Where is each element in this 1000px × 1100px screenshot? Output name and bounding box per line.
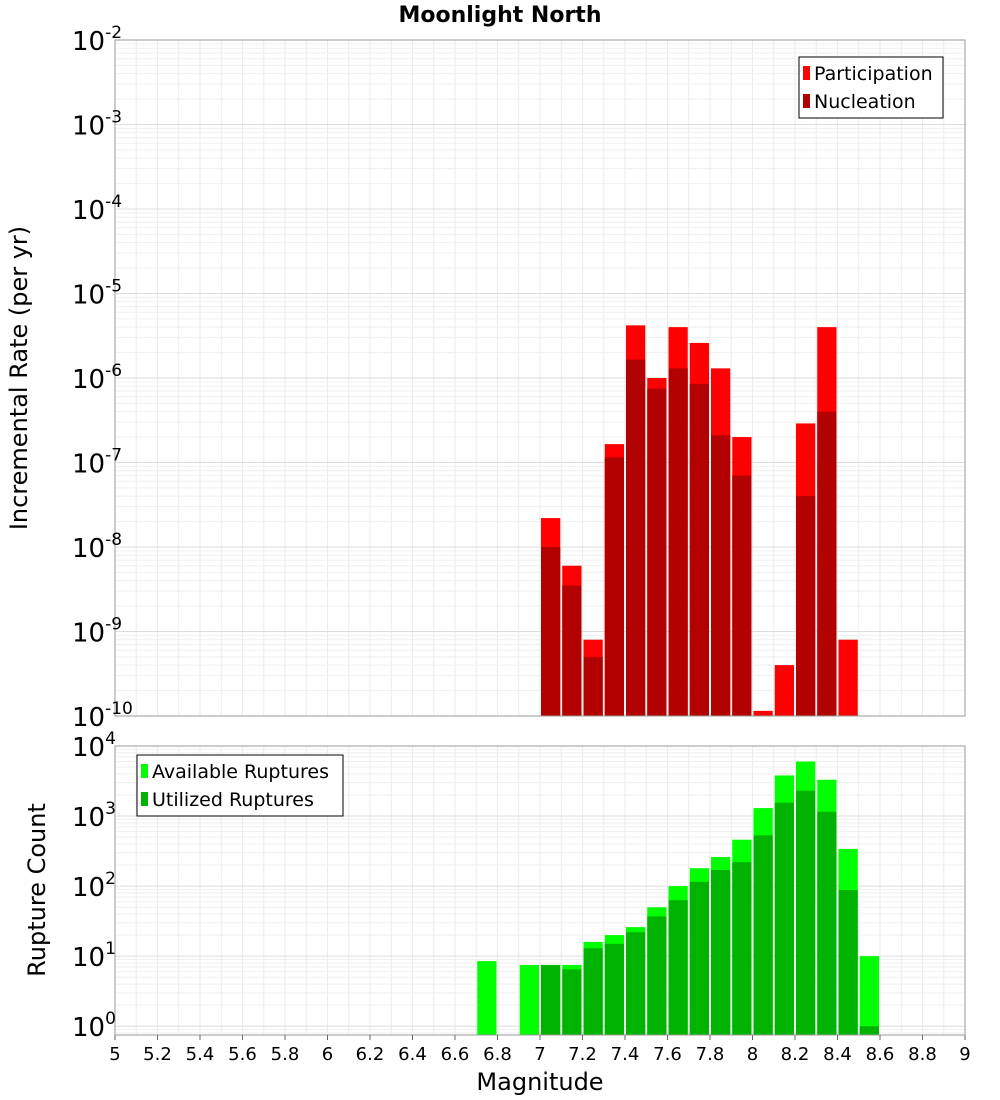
- count-y-axis-label: Rupture Count: [23, 803, 51, 977]
- x-tick-label: 8.4: [823, 1044, 852, 1065]
- x-tick-label: 8: [747, 1044, 758, 1065]
- count-bar-utilized-ruptures: [668, 900, 688, 1035]
- x-tick-label: 5.4: [186, 1044, 215, 1065]
- count-bar-utilized-ruptures: [796, 790, 816, 1035]
- count-bar-utilized-ruptures: [838, 890, 858, 1035]
- x-tick-label: 8.2: [781, 1044, 810, 1065]
- count-bar-available-ruptures: [519, 964, 539, 1035]
- rate-bar-nucleation: [668, 368, 688, 716]
- y-tick-label: 104: [72, 729, 116, 763]
- count-bar-utilized-ruptures: [774, 802, 794, 1035]
- rate-bar-nucleation: [541, 547, 561, 716]
- count-y-ticks: 100 101 102 103 104: [72, 729, 116, 1043]
- chart-title: Moonlight North: [398, 3, 601, 28]
- x-tick-label: 5.6: [228, 1044, 257, 1065]
- y-tick-label: 10-9: [72, 615, 122, 649]
- count-panel: 100 101 102 103 104 5 5.2 5.4 5.6 5.8 6 6.2 6.4 6.6 6…: [23, 729, 971, 1096]
- y-tick-label: 10-7: [72, 446, 122, 480]
- rate-bar-nucleation: [626, 359, 646, 716]
- y-tick-label: 102: [72, 869, 116, 903]
- x-tick-label: 6.8: [483, 1044, 512, 1065]
- x-tick-label: 7.6: [653, 1044, 682, 1065]
- y-tick-label: 10-8: [72, 530, 122, 564]
- rate-bar-participation: [838, 639, 858, 716]
- x-axis-label: Magnitude: [476, 1068, 603, 1096]
- rate-bar-nucleation: [796, 496, 816, 716]
- count-bar-utilized-ruptures: [732, 862, 752, 1035]
- rate-y-ticks: 10-10 10-9 10-8 10-7 10-6 10-5 10-4 10-3 10-2: [72, 23, 133, 733]
- count-bar-utilized-ruptures: [859, 1026, 879, 1035]
- x-tick-label: 7.4: [611, 1044, 640, 1065]
- y-tick-label: 100: [72, 1009, 116, 1043]
- y-tick-label: 10-5: [72, 277, 122, 311]
- count-bars: [477, 761, 879, 1035]
- rate-bar-nucleation: [689, 383, 709, 716]
- y-tick-label: 10-2: [72, 23, 122, 57]
- rate-bar-participation: [753, 710, 773, 716]
- y-tick-label: 10-10: [72, 699, 133, 733]
- count-bar-utilized-ruptures: [817, 811, 837, 1035]
- x-tick-label: 8.6: [866, 1044, 895, 1065]
- x-tick-label: 5.2: [143, 1044, 172, 1065]
- x-tick-label: 6.6: [441, 1044, 470, 1065]
- legend-label: Nucleation: [814, 91, 916, 113]
- x-tick-label: 9: [959, 1044, 970, 1065]
- x-tick-label: 7.2: [568, 1044, 597, 1065]
- rate-bar-nucleation: [604, 457, 624, 716]
- y-tick-label: 10-6: [72, 361, 122, 395]
- x-tick-label: 6: [322, 1044, 333, 1065]
- x-tick-label: 6.2: [356, 1044, 385, 1065]
- y-tick-label: 101: [72, 939, 116, 973]
- count-bar-available-ruptures: [477, 961, 497, 1035]
- count-bar-utilized-ruptures: [753, 835, 773, 1035]
- legend-label: Participation: [814, 63, 933, 85]
- count-bar-utilized-ruptures: [583, 948, 603, 1035]
- x-tick-label: 7.8: [696, 1044, 725, 1065]
- rate-bar-nucleation: [732, 475, 752, 716]
- legend-swatch: [141, 792, 148, 806]
- legend-label: Available Ruptures: [152, 761, 329, 783]
- y-tick-label: 10-3: [72, 108, 122, 142]
- rate-bar-nucleation: [711, 435, 731, 716]
- rate-bar-nucleation: [583, 656, 603, 716]
- count-bar-utilized-ruptures: [626, 932, 646, 1035]
- y-tick-label: 10-4: [72, 192, 122, 226]
- rate-bar-nucleation: [817, 411, 837, 716]
- legend-swatch: [141, 764, 148, 778]
- rate-bars: [541, 325, 858, 716]
- x-tick-label: 8.8: [908, 1044, 937, 1065]
- rate-legend: Participation Nucleation: [798, 56, 944, 119]
- x-tick-label: 5: [109, 1044, 120, 1065]
- legend-box: [798, 56, 944, 119]
- rate-panel: 10-10 10-9 10-8 10-7 10-6 10-5 10-4 10-3 10-2 In…: [5, 23, 966, 733]
- magnitude-x-ticks: 5 5.2 5.4 5.6 5.8 6 6.2 6.4 6.6 6.8 7 7.2 7.4 7.6 7.8 8…: [109, 1035, 971, 1065]
- count-bar-utilized-ruptures: [562, 969, 582, 1035]
- legend-box: [136, 754, 344, 817]
- rate-bar-participation: [774, 665, 794, 716]
- rate-grid: [114, 40, 966, 717]
- legend-swatch: [803, 66, 810, 80]
- count-bar-utilized-ruptures: [711, 869, 731, 1035]
- rate-y-axis-label: Incremental Rate (per yr): [5, 226, 33, 530]
- count-bar-utilized-ruptures: [541, 964, 561, 1035]
- count-legend: Available Ruptures Utilized Ruptures: [136, 754, 344, 817]
- x-tick-label: 5.8: [271, 1044, 300, 1065]
- rate-bar-nucleation: [562, 585, 582, 716]
- count-bar-utilized-ruptures: [604, 943, 624, 1035]
- y-tick-label: 103: [72, 799, 116, 833]
- legend-swatch: [803, 94, 810, 108]
- count-bar-utilized-ruptures: [647, 916, 667, 1035]
- count-bar-utilized-ruptures: [689, 881, 709, 1035]
- x-tick-label: 6.4: [398, 1044, 427, 1065]
- rate-bar-nucleation: [647, 388, 667, 716]
- rate-plot-border: [114, 39, 966, 717]
- x-tick-label: 7: [534, 1044, 545, 1065]
- count-bar-available-ruptures: [859, 956, 879, 1035]
- legend-label: Utilized Ruptures: [152, 789, 314, 811]
